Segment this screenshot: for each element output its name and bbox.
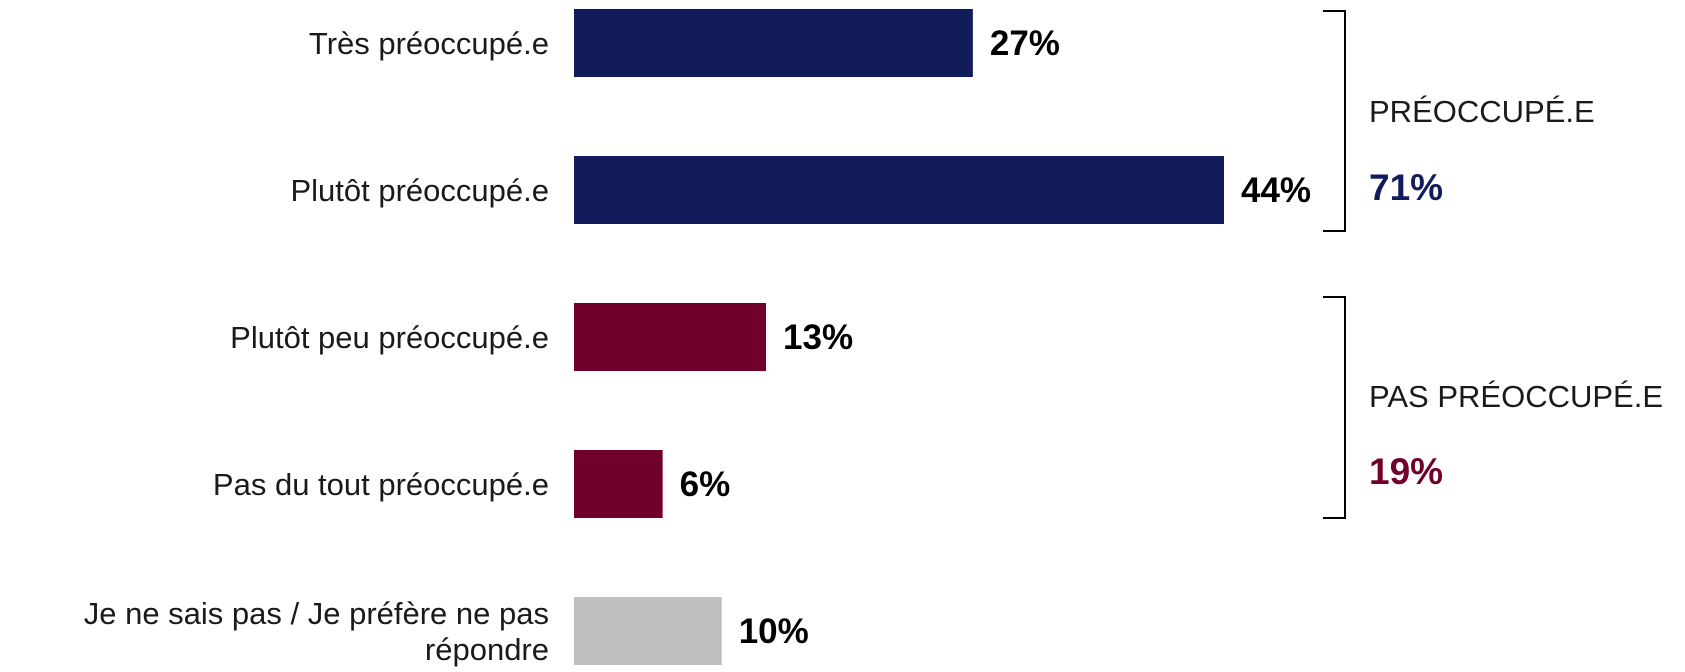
bars-group [574, 9, 1224, 665]
value-label-2: 13% [783, 318, 853, 357]
group-title-1: PAS PRÉOCCUPÉ.E [1369, 379, 1663, 414]
group-value-1: 19% [1369, 451, 1443, 492]
value-label-3: 6% [680, 465, 731, 504]
bar-2 [574, 303, 767, 371]
category-label-1: Plutôt préoccupé.e [290, 173, 549, 208]
bar-4 [574, 597, 722, 665]
group-bracket-1 [1323, 296, 1346, 519]
value-label-0: 27% [990, 24, 1060, 63]
value-label-4: 10% [739, 612, 809, 651]
category-label-3: Pas du tout préoccupé.e [213, 467, 549, 502]
bar-1 [574, 156, 1224, 224]
category-label-4-0: Je ne sais pas / Je préfère ne pas [84, 596, 549, 631]
group-bracket-0 [1323, 10, 1346, 232]
category-label-2: Plutôt peu préoccupé.e [230, 320, 549, 355]
category-label-0: Très préoccupé.e [309, 26, 549, 61]
group-title-0: PRÉOCCUPÉ.E [1369, 94, 1595, 129]
value-label-1: 44% [1241, 171, 1311, 210]
value-labels-group: 27% 44% 13% 6% 10% [680, 24, 1311, 651]
bar-0 [574, 9, 973, 77]
group-summaries: PRÉOCCUPÉ.E 71% PAS PRÉOCCUPÉ.E 19% [1323, 10, 1663, 519]
category-labels-group: Très préoccupé.e Plutôt préoccupé.e Plutôt… [84, 26, 549, 667]
category-label-4-1: répondre [425, 632, 549, 667]
group-value-0: 71% [1369, 167, 1443, 208]
bar-3 [574, 450, 663, 518]
